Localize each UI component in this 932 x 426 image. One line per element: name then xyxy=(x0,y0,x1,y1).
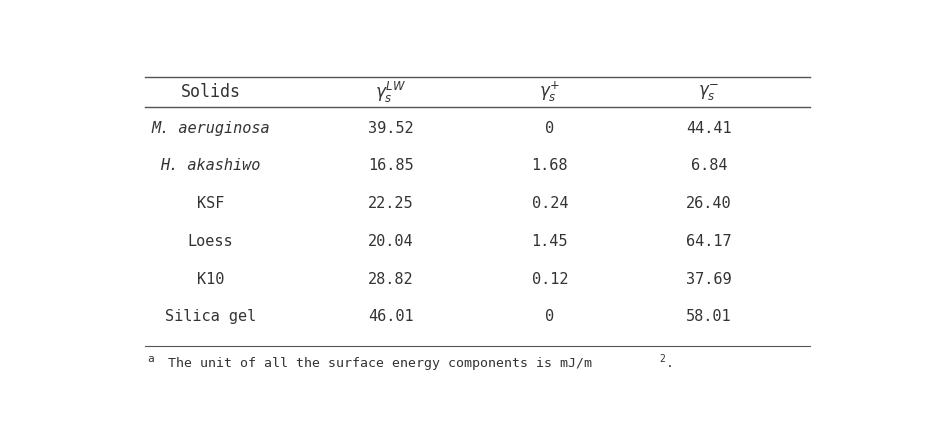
Text: 37.69: 37.69 xyxy=(686,272,732,287)
Text: Silica gel: Silica gel xyxy=(165,309,256,324)
Text: Loess: Loess xyxy=(187,234,233,249)
Text: The unit of all the surface energy components is mJ/m: The unit of all the surface energy compo… xyxy=(160,357,592,370)
Text: KSF: KSF xyxy=(197,196,224,211)
Text: 39.52: 39.52 xyxy=(368,121,414,136)
Text: 1.68: 1.68 xyxy=(531,158,569,173)
Text: 6.84: 6.84 xyxy=(691,158,727,173)
Text: 46.01: 46.01 xyxy=(368,309,414,324)
Text: 0: 0 xyxy=(545,121,555,136)
Text: 44.41: 44.41 xyxy=(686,121,732,136)
Text: 20.04: 20.04 xyxy=(368,234,414,249)
Text: 0.24: 0.24 xyxy=(531,196,569,211)
Text: M. aeruginosa: M. aeruginosa xyxy=(151,121,269,136)
Text: $\gamma_s^{+}$: $\gamma_s^{+}$ xyxy=(540,80,560,104)
Text: $\gamma_s^{LW}$: $\gamma_s^{LW}$ xyxy=(376,80,406,105)
Text: .: . xyxy=(665,357,674,370)
Text: Solids: Solids xyxy=(181,83,240,101)
Text: K10: K10 xyxy=(197,272,224,287)
Text: 1.45: 1.45 xyxy=(531,234,569,249)
Text: 28.82: 28.82 xyxy=(368,272,414,287)
Text: 0.12: 0.12 xyxy=(531,272,569,287)
Text: 22.25: 22.25 xyxy=(368,196,414,211)
Text: a: a xyxy=(147,354,154,365)
Text: 0: 0 xyxy=(545,309,555,324)
Text: 26.40: 26.40 xyxy=(686,196,732,211)
Text: 64.17: 64.17 xyxy=(686,234,732,249)
Text: 58.01: 58.01 xyxy=(686,309,732,324)
Text: H. akashiwo: H. akashiwo xyxy=(160,158,261,173)
Text: 2: 2 xyxy=(660,354,665,365)
Text: $\gamma_s^{-}$: $\gamma_s^{-}$ xyxy=(698,82,720,103)
Text: 16.85: 16.85 xyxy=(368,158,414,173)
